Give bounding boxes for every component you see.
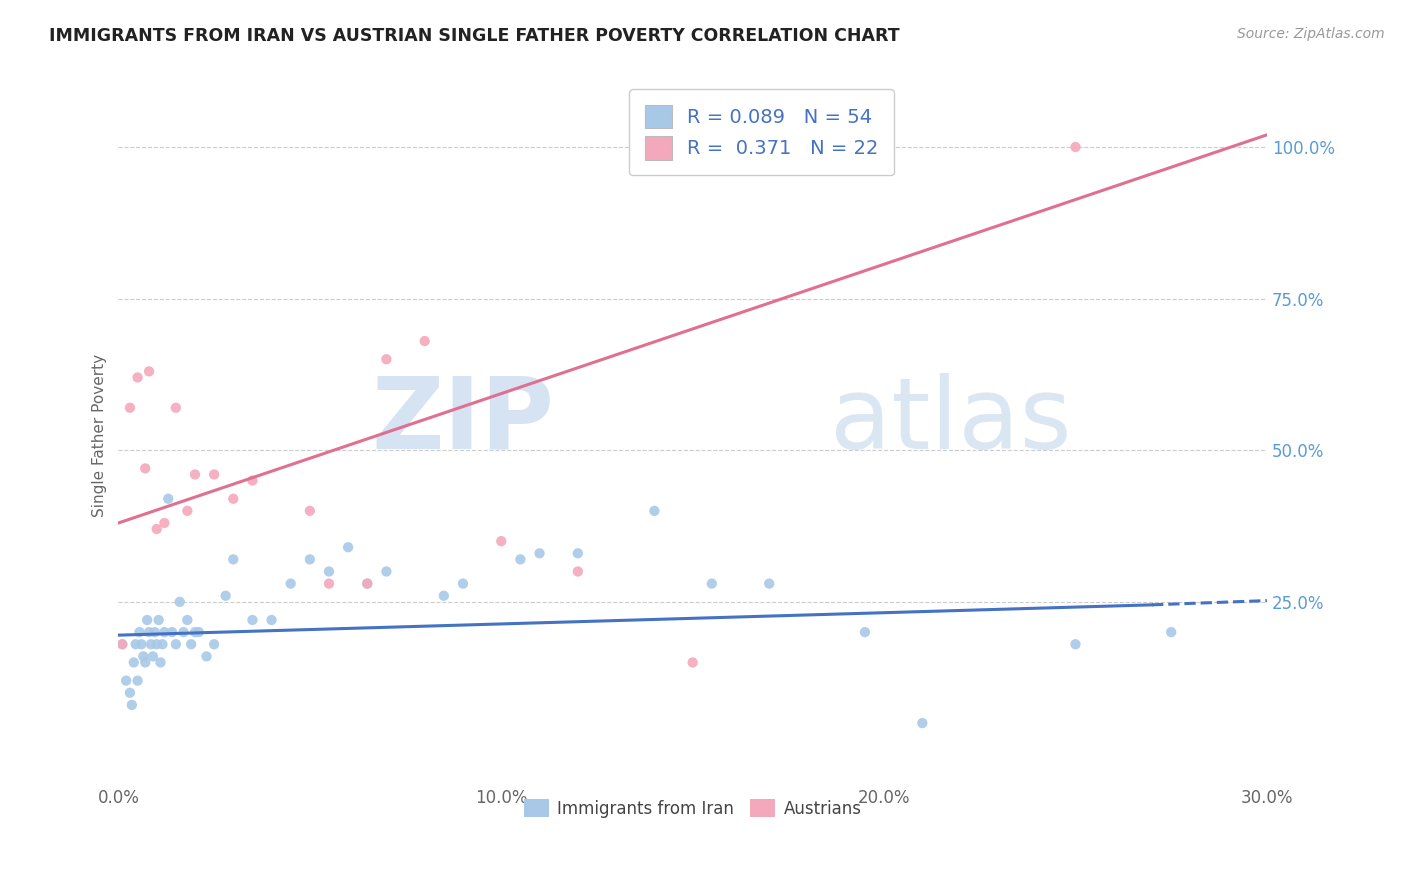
Point (242, 474, 264, 488)
Point (318, 576, 340, 591)
Point (122, 656, 145, 670)
Point (682, 656, 704, 670)
Point (111, 637, 134, 651)
Text: Source: ZipAtlas.com: Source: ZipAtlas.com (1237, 27, 1385, 41)
Point (127, 673, 149, 688)
Point (195, 649, 218, 664)
Point (145, 637, 167, 651)
Point (138, 364, 160, 378)
Point (180, 637, 202, 651)
Point (1064, 637, 1087, 651)
Point (853, 625, 876, 640)
Point (202, 467, 225, 482)
Point (152, 637, 174, 651)
Point (758, 576, 780, 591)
Legend: Immigrants from Iran, Austrians: Immigrants from Iran, Austrians (517, 792, 869, 824)
Point (298, 552, 321, 566)
Point (433, 589, 456, 603)
Point (1064, 140, 1087, 154)
Point (1160, 625, 1182, 640)
Point (176, 504, 198, 518)
Point (280, 576, 302, 591)
Point (157, 491, 180, 506)
Point (202, 637, 225, 651)
Point (643, 504, 665, 518)
Point (214, 589, 236, 603)
Point (173, 625, 195, 640)
Point (176, 613, 198, 627)
Point (149, 656, 172, 670)
Point (118, 401, 141, 415)
Point (491, 534, 513, 549)
Point (356, 576, 378, 591)
Point (356, 576, 378, 591)
Point (136, 613, 159, 627)
Point (184, 625, 207, 640)
Text: IMMIGRANTS FROM IRAN VS AUSTRIAN SINGLE FATHER POVERTY CORRELATION CHART: IMMIGRANTS FROM IRAN VS AUSTRIAN SINGLE … (49, 27, 900, 45)
Point (567, 546, 589, 560)
Point (911, 716, 934, 731)
Point (318, 565, 340, 579)
Point (134, 461, 156, 475)
Point (153, 516, 176, 530)
Point (148, 613, 170, 627)
Point (413, 334, 436, 348)
Point (451, 576, 474, 591)
Point (142, 649, 165, 664)
Point (187, 625, 209, 640)
Point (222, 552, 245, 566)
Point (222, 491, 245, 506)
Point (124, 637, 146, 651)
Point (121, 698, 143, 712)
Point (337, 540, 360, 554)
Point (165, 637, 187, 651)
Y-axis label: Single Father Poverty: Single Father Poverty (93, 353, 107, 516)
Point (134, 656, 156, 670)
Point (375, 352, 398, 367)
Point (567, 565, 589, 579)
Point (153, 625, 176, 640)
Point (700, 576, 723, 591)
Point (242, 613, 264, 627)
Point (111, 637, 134, 651)
Point (260, 613, 283, 627)
Point (118, 686, 141, 700)
Point (138, 625, 160, 640)
Point (529, 546, 551, 560)
Text: atlas: atlas (831, 373, 1073, 469)
Point (145, 522, 167, 536)
Point (131, 637, 153, 651)
Point (169, 595, 191, 609)
Point (115, 673, 138, 688)
Point (184, 467, 207, 482)
Text: ZIP: ZIP (373, 373, 555, 469)
Point (127, 370, 149, 384)
Point (375, 565, 398, 579)
Point (139, 637, 162, 651)
Point (128, 625, 150, 640)
Point (143, 625, 166, 640)
Point (298, 504, 321, 518)
Point (160, 625, 183, 640)
Point (165, 401, 187, 415)
Point (509, 552, 531, 566)
Point (132, 649, 155, 664)
